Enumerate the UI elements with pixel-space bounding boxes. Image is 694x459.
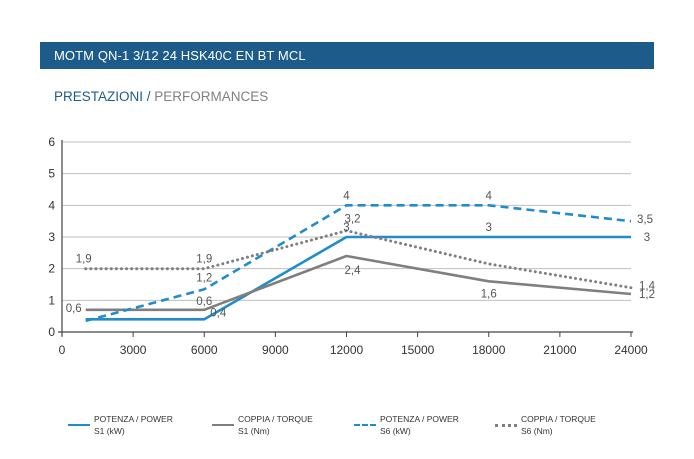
y-tick-label: 1 xyxy=(48,293,55,307)
data-label-torque-s1: 0,6 xyxy=(196,296,212,308)
y-tick-label: 4 xyxy=(48,198,55,212)
data-label-torque-s6: 1,4 xyxy=(639,281,656,293)
x-tick-label: 6000 xyxy=(191,343,218,357)
x-tick-label: 24000 xyxy=(614,343,648,357)
x-tick-label: 9000 xyxy=(262,343,289,357)
y-tick-label: 6 xyxy=(48,135,55,149)
data-label-torque-s6: 1,9 xyxy=(76,254,92,266)
data-label-power-s1: 3 xyxy=(486,222,492,234)
x-tick-label: 15000 xyxy=(401,343,435,357)
y-tick-label: 3 xyxy=(48,230,55,244)
x-tick-label: 3000 xyxy=(120,343,147,357)
series-line-power-s6 xyxy=(85,204,632,323)
subtitle-primary: PRESTAZIONI xyxy=(54,89,144,104)
data-label-torque-s6: 1,9 xyxy=(196,254,212,266)
chart-subtitle: PRESTAZIONI / PERFORMANCES xyxy=(54,89,268,104)
data-label-power-s1: 0,4 xyxy=(210,307,227,319)
series-line-torque-s6 xyxy=(84,229,633,290)
data-label-torque-s1: 0,6 xyxy=(66,303,82,315)
y-tick-label: 5 xyxy=(48,167,55,181)
data-label-torque-s1: 1,2 xyxy=(639,289,655,301)
data-label-power-s6: 3,5 xyxy=(637,214,653,226)
series-line-torque-s1 xyxy=(85,254,632,312)
data-label-power-s6: 1,2 xyxy=(196,272,212,284)
title-banner: MOTM QN-1 3/12 24 HSK40C EN BT MCL xyxy=(40,42,654,69)
subtitle-secondary: PERFORMANCES xyxy=(154,89,269,104)
data-label-torque-s1: 1,6 xyxy=(481,288,497,300)
y-tick-label: 0 xyxy=(48,325,55,339)
data-label-power-s6: 4 xyxy=(486,190,493,202)
data-label-power-s6: 4 xyxy=(343,190,350,202)
x-tick-label: 12000 xyxy=(330,343,364,357)
x-tick-label: 21000 xyxy=(543,343,577,357)
data-label-power-s1: 3 xyxy=(644,232,650,244)
series-line-power-s1 xyxy=(85,235,631,321)
x-tick-label: 0 xyxy=(59,343,66,357)
data-label-torque-s1: 2,4 xyxy=(345,265,362,277)
chart-title: MOTM QN-1 3/12 24 HSK40C EN BT MCL xyxy=(54,48,306,63)
subtitle-separator: / xyxy=(143,89,155,104)
data-label-power-s1: 3 xyxy=(343,222,349,234)
x-tick-label: 18000 xyxy=(472,343,506,357)
data-label-torque-s6: 3,2 xyxy=(345,214,361,226)
y-tick-label: 2 xyxy=(48,262,55,276)
